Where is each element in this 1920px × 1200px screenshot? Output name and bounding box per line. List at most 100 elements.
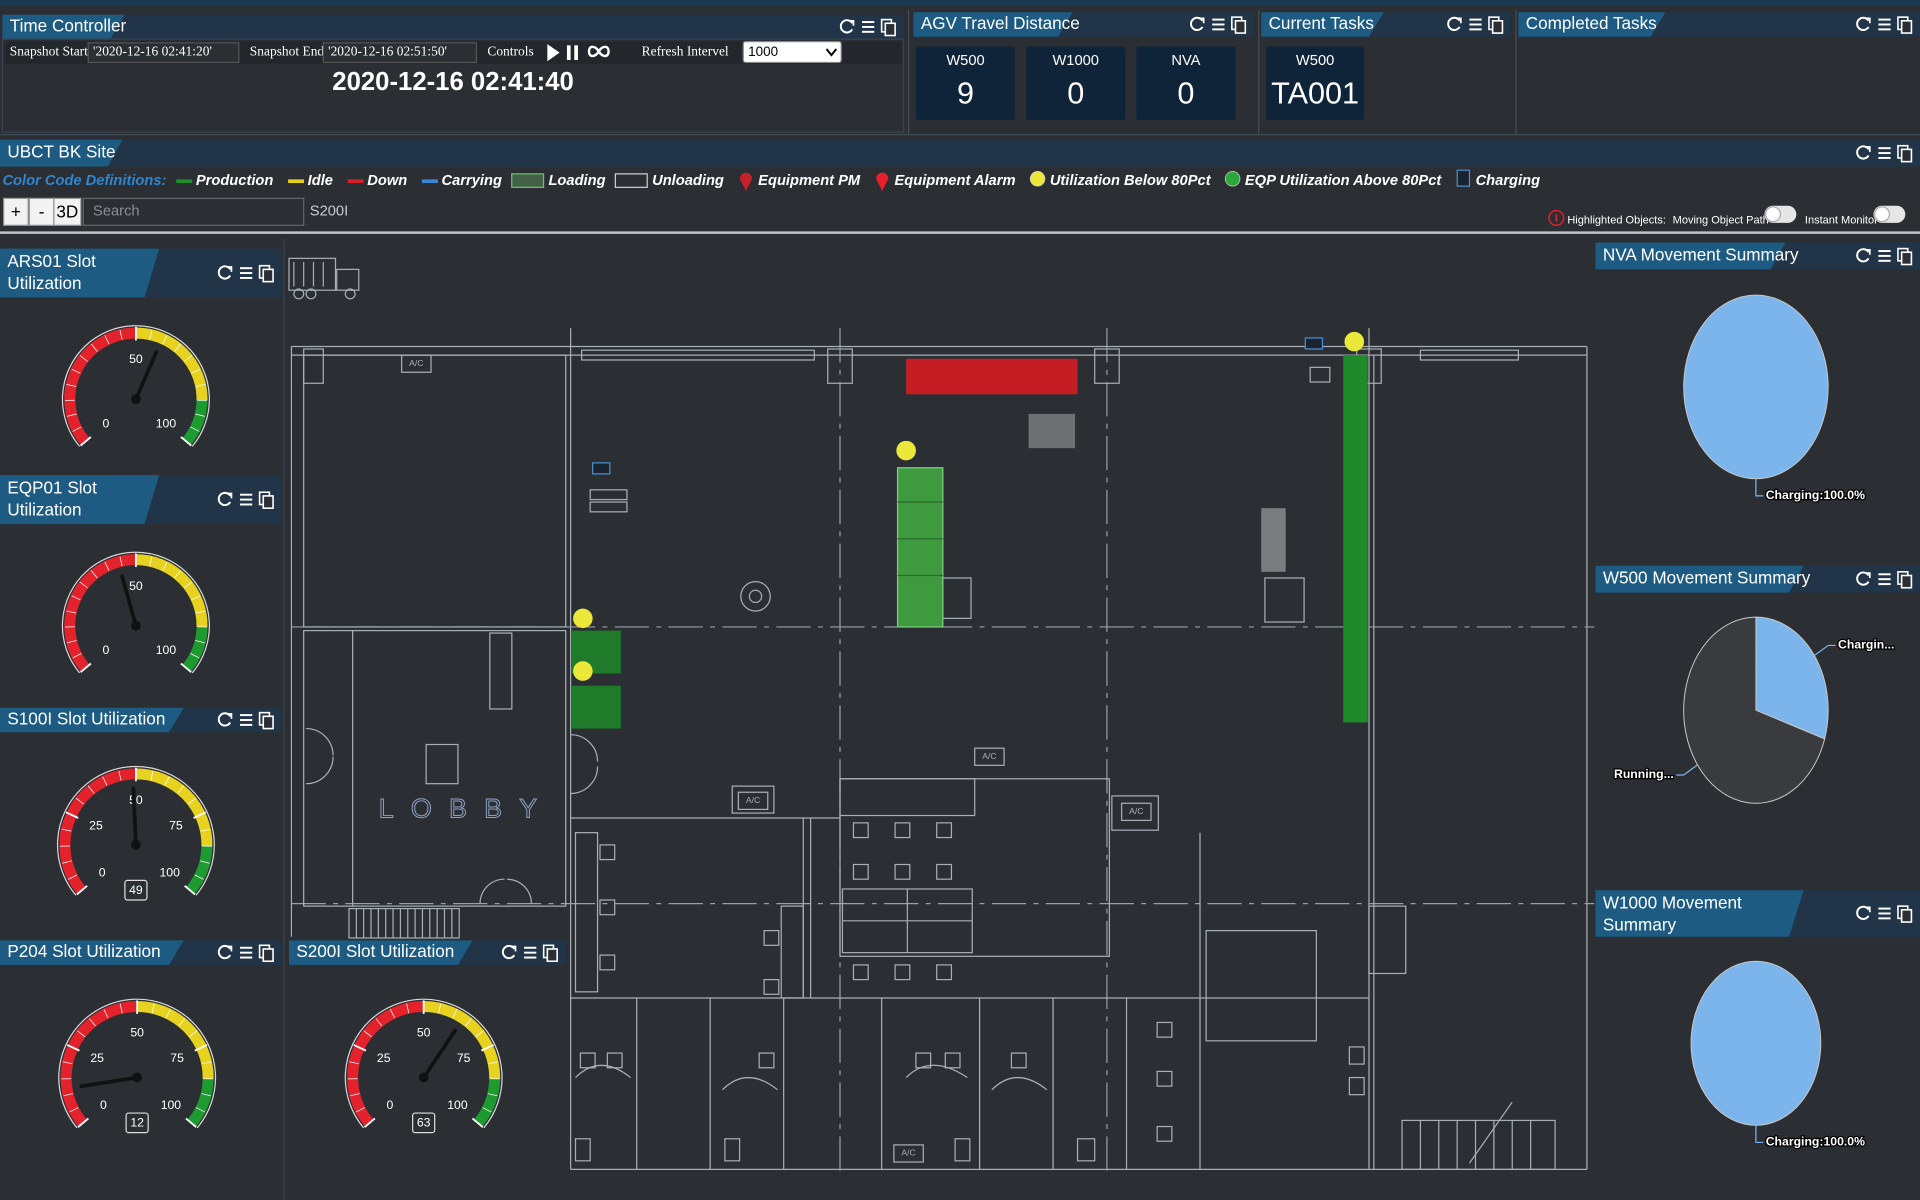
floor-plan-part — [1401, 1119, 1556, 1170]
floor-plan-part — [1156, 1021, 1173, 1038]
ac-tag — [401, 354, 432, 373]
gauge-band — [423, 1001, 501, 1079]
floor-plan-part — [894, 863, 911, 880]
header-tab — [1595, 242, 1786, 270]
panel-body — [1, 38, 905, 133]
gauge-tick-label: 25 — [89, 819, 103, 833]
floor-plan-part — [306, 756, 334, 785]
copy-back — [262, 715, 274, 730]
ac-label: A/C — [746, 795, 760, 805]
zoom-in-button[interactable] — [3, 197, 29, 226]
gauge-rim — [57, 766, 215, 896]
floor-plan-part — [763, 930, 780, 946]
legend-item[interactable]: Charging — [1456, 169, 1540, 189]
gauge-rim — [344, 998, 503, 1129]
gauge-minor-tick — [151, 1003, 155, 1014]
copy-back — [262, 268, 274, 283]
gauge-tick-label: 100 — [161, 1098, 182, 1112]
legend-swatch — [1456, 169, 1471, 187]
agv-name: W1000 — [1052, 53, 1099, 69]
view-3d-button[interactable] — [53, 197, 82, 226]
header-tab — [288, 940, 473, 965]
gauge-tick-label: 100 — [447, 1098, 468, 1112]
pie-slice[interactable] — [1683, 294, 1829, 480]
legend-item[interactable]: Down — [347, 173, 408, 189]
gauge-minor-tick — [195, 640, 205, 644]
ac-label: A/C — [1129, 806, 1143, 816]
legend-item[interactable]: Production — [176, 173, 273, 189]
gauge-minor-tick — [355, 1107, 365, 1113]
floor-plan-part — [936, 863, 953, 880]
floor-plan-part — [1419, 349, 1519, 361]
legend-item[interactable]: Equipment Alarm — [876, 172, 1016, 192]
panel-tools — [1856, 144, 1913, 163]
floor-plan-part — [1309, 366, 1331, 383]
legend-item[interactable]: Utilization Below 80Pct — [1029, 171, 1212, 189]
search-box[interactable] — [82, 197, 305, 226]
panel-title: Time Controller — [10, 15, 127, 35]
legend-item[interactable]: Carrying — [421, 173, 502, 189]
legend-item[interactable]: Loading — [511, 173, 606, 189]
floor-plan-part — [722, 1077, 778, 1091]
gauge-minor-tick — [189, 1030, 198, 1038]
pie: Chargin... Running... — [1613, 616, 1896, 804]
ac-tag — [893, 1144, 924, 1163]
pie: Charging:100.0% — [1690, 960, 1866, 1150]
gauge-minor-tick — [164, 776, 170, 786]
gauge-minor-tick — [119, 556, 123, 567]
pause-button[interactable] — [566, 45, 571, 60]
play-button[interactable] — [547, 44, 560, 62]
gauge-minor-tick — [452, 1009, 458, 1019]
gauge-minor-tick — [63, 1093, 74, 1097]
gauge-needle — [421, 1028, 457, 1080]
agv-charging[interactable] — [1304, 337, 1324, 350]
refresh-interval-select[interactable] — [742, 41, 842, 64]
floor-plan-part — [1348, 1046, 1365, 1065]
lobby-label: LOBBY — [379, 794, 555, 824]
floor-plan-part — [1348, 1076, 1365, 1096]
copy-back — [262, 495, 274, 509]
legend-item[interactable]: EQP Utilization Above 80Pct — [1224, 171, 1442, 189]
legend-label: Equipment Alarm — [894, 173, 1015, 189]
equipment-loading — [896, 467, 944, 628]
pie-slice[interactable] — [1690, 960, 1822, 1126]
task-agv: W500 — [1296, 53, 1334, 69]
gauge-tick — [363, 1117, 376, 1128]
agv-charging[interactable] — [592, 462, 611, 475]
utilization-dot[interactable] — [573, 661, 593, 681]
snapshot-end: '2020-12-16 02:51:50' — [328, 44, 447, 59]
gauge-tick-label: 50 — [129, 579, 143, 593]
gauge: 0 25 50 75 100 12 — [58, 998, 217, 1134]
floor-plan-part — [758, 1052, 775, 1069]
legend-item[interactable]: Equipment PM — [739, 172, 861, 192]
pie-slice[interactable] — [1683, 616, 1826, 804]
panel-header: S100I Slot Utilization — [0, 707, 282, 733]
pie-label: Charging:100.0% — [1766, 1135, 1865, 1149]
utilization-dot[interactable] — [896, 440, 916, 461]
legend-item[interactable]: Idle — [288, 173, 333, 189]
panel-title: W500 Movement Summary — [1603, 568, 1811, 588]
floor-plan-part — [731, 785, 775, 814]
moving-path-label: Moving Object Path — [1673, 214, 1769, 226]
panel-tools — [1856, 905, 1913, 923]
panel-title: ARS01 Slot Utilization — [7, 251, 100, 293]
gauge-minor-tick — [195, 1107, 205, 1113]
ac-tag — [974, 747, 1005, 766]
floor-plan-part — [305, 288, 317, 300]
gauge-minor-tick — [119, 1003, 123, 1014]
floor-plan-part — [852, 863, 869, 880]
gauge-tick-label: 75 — [457, 1051, 471, 1065]
gauge-band — [135, 327, 208, 401]
refresh-arrow — [1864, 248, 1871, 255]
legend-swatch — [511, 173, 545, 188]
equipment-production — [571, 685, 621, 729]
gauge-minor-tick — [183, 355, 193, 362]
refresh-arrow — [1198, 17, 1205, 24]
loop-button[interactable] — [587, 45, 610, 58]
legend-item[interactable]: Unloading — [614, 173, 724, 189]
utilization-dot[interactable] — [573, 608, 593, 629]
equipment-box — [1261, 508, 1286, 572]
pie-slice[interactable] — [1755, 616, 1829, 740]
utilization-dot[interactable] — [1344, 331, 1365, 352]
